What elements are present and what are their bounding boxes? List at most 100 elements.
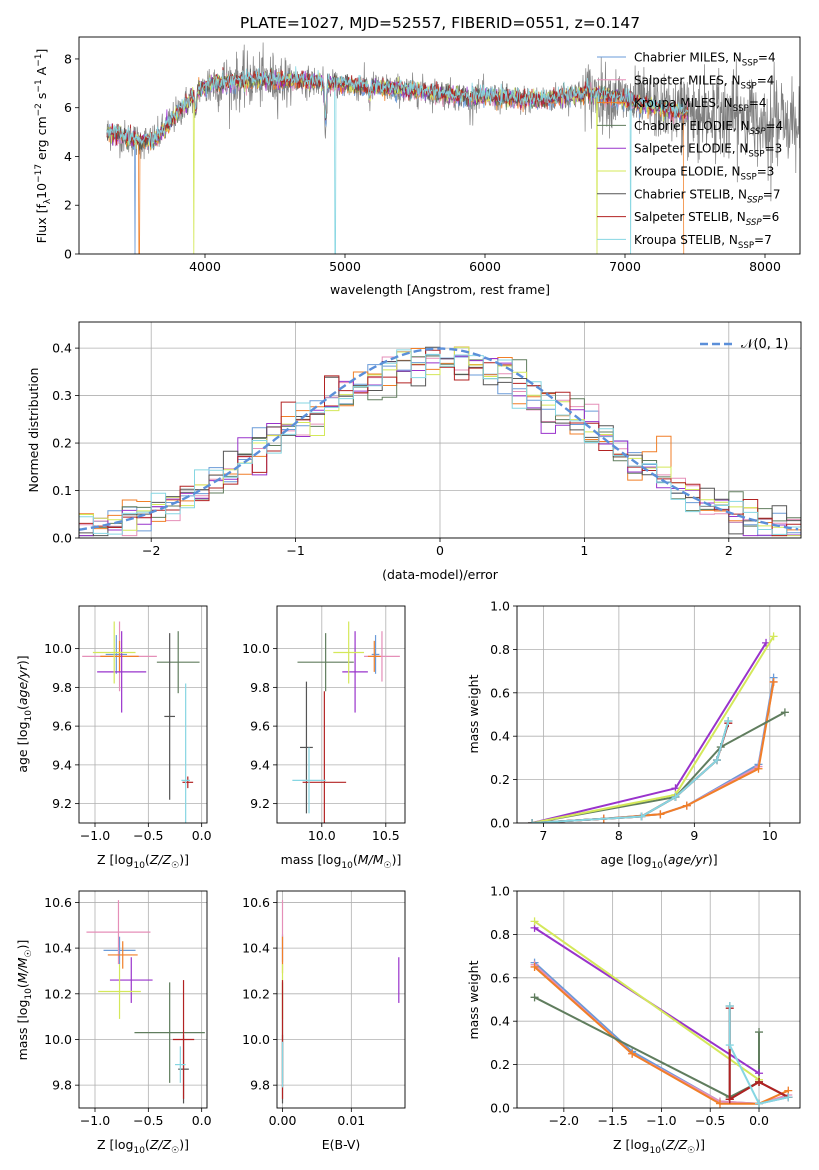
data-point-marker — [754, 764, 763, 773]
series-line — [532, 722, 730, 823]
legend-entry: Salpeter MILES, NSSP=4 — [634, 73, 774, 91]
x-tick-label: 6000 — [469, 259, 501, 274]
x-axis-label: age [log10(age/yr)] — [600, 852, 717, 871]
x-tick-label: 0.00 — [269, 1113, 297, 1128]
data-point-marker — [769, 677, 778, 686]
data-point-marker — [725, 1041, 734, 1050]
y-tick-label: 9.4 — [250, 757, 270, 772]
series-line — [531, 711, 786, 823]
normal-curve — [79, 347, 799, 531]
x-tick-label: 8 — [615, 828, 623, 843]
x-tick-label: 7 — [539, 828, 547, 843]
legend-entry-normal: 𝒩(0, 1) — [741, 337, 788, 352]
x-tick-label: 2 — [725, 543, 733, 558]
y-tick-label: 10.4 — [44, 941, 72, 956]
x-tick-label: 7000 — [609, 259, 641, 274]
x-axis-label: mass [log10(M/M☉)] — [281, 852, 402, 871]
panel-hist: −2 −1 0 1 2 0.0 0.1 0.2 0.3 0.4 𝒩(0, 1) (data-model… — [26, 321, 802, 582]
y-tick-label: 6 — [64, 100, 72, 115]
x-tick-label: 0.01 — [337, 1113, 365, 1128]
y-tick-label: 9.6 — [52, 719, 72, 734]
axes-frame — [78, 605, 208, 824]
legend-entry: Chabrier STELIB, NSSP=7 — [634, 187, 781, 205]
y-axis-label: mass weight — [466, 960, 481, 1039]
panel-spectrum: 4000 5000 6000 7000 8000 0 2 4 6 8 wavelength [Ang… — [34, 36, 801, 297]
y-tick-label: 10.2 — [44, 986, 72, 1001]
y-axis-label: age [log10(age/yr)] — [15, 655, 34, 772]
y-tick-label: 0.8 — [490, 927, 510, 942]
series-line — [531, 642, 767, 823]
plot-area — [79, 606, 207, 823]
x-tick-label: −1.0 — [646, 1113, 676, 1128]
x-tick-label: −0.5 — [695, 1113, 725, 1128]
legend-entry: Kroupa ELODIE, NSSP=3 — [634, 165, 774, 183]
legend-entry: Salpeter ELODIE, NSSP=3 — [634, 142, 782, 160]
axes-frame — [276, 890, 406, 1109]
y-tick-label: 0 — [64, 247, 72, 262]
panel-mass_weight_vs_age: 7 8 9 10 0.0 0.2 0.4 0.6 0.8 1.0 age [log10(age/yr… — [466, 599, 801, 871]
data-point-marker — [656, 810, 665, 819]
legend-entry: Chabrier ELODIE, NSSP=4 — [634, 119, 783, 137]
panels: 4000 5000 6000 7000 8000 0 2 4 6 8 wavelength [Ang… — [15, 36, 802, 1156]
data-point-marker — [528, 819, 537, 823]
panel-age_vs_Z: −1.0 −0.5 0.0 9.2 9.4 9.6 9.8 10.0 Z [log10(Z/Z☉… — [15, 605, 212, 871]
y-tick-label: 8 — [64, 51, 72, 66]
data-point-marker — [724, 717, 733, 726]
y-tick-label: 10.2 — [242, 986, 270, 1001]
x-tick-label: 10.0 — [308, 828, 336, 843]
y-tick-label: 0.2 — [490, 1057, 510, 1072]
data-point-marker — [530, 917, 539, 926]
y-tick-label: 10.0 — [44, 1032, 72, 1047]
x-axis-label: Z [log10(Z/Z☉)] — [97, 852, 189, 871]
panel-mass_vs_Z: −1.0 −0.5 0.0 9.8 10.0 10.2 10.4 10.6 Z [log10(Z… — [15, 890, 212, 1156]
axes-frame — [78, 36, 801, 255]
y-tick-label: 9.4 — [52, 757, 72, 772]
x-axis-label: Z [log10(Z/Z☉)] — [613, 1137, 705, 1156]
axes-frame — [516, 890, 801, 1109]
y-tick-label: 0.0 — [490, 816, 510, 831]
y-tick-label: 9.6 — [250, 719, 270, 734]
y-tick-label: 4 — [64, 149, 72, 164]
x-axis-label: E(B-V) — [322, 1137, 361, 1152]
y-tick-label: 0.4 — [490, 1014, 510, 1029]
y-tick-label: 0.4 — [52, 341, 72, 356]
x-tick-label: −1.5 — [597, 1113, 627, 1128]
y-tick-label: 10.6 — [242, 895, 270, 910]
x-tick-label: 10 — [762, 828, 778, 843]
data-point-marker — [671, 792, 680, 801]
data-point-marker — [780, 708, 789, 717]
y-tick-label: 0.4 — [490, 729, 510, 744]
panel-age_vs_mass: 10.0 10.5 9.2 9.4 9.6 9.8 10.0 mass [log10(M/M☉… — [242, 605, 406, 871]
x-tick-label: −1.0 — [80, 1113, 110, 1128]
y-tick-label: 10.0 — [242, 1032, 270, 1047]
x-axis-label: Z [log10(Z/Z☉)] — [97, 1137, 189, 1156]
y-tick-label: 0.8 — [490, 642, 510, 657]
x-tick-label: 0.0 — [749, 1113, 769, 1128]
data-point-marker — [755, 1028, 764, 1037]
data-point-marker — [725, 1002, 734, 1011]
x-axis-label: wavelength [Angstrom, rest frame] — [330, 282, 550, 297]
legend-entry: Salpeter STELIB, NSSP=6 — [634, 210, 779, 228]
data-point-marker — [712, 756, 721, 765]
x-tick-label: −0.5 — [133, 828, 163, 843]
data-point-marker — [628, 1049, 637, 1058]
model-spectrum-kroupa-stelib — [106, 66, 689, 254]
x-tick-label: 10.5 — [372, 828, 400, 843]
data-point-marker — [769, 632, 778, 641]
series-line — [534, 920, 760, 1081]
x-tick-label: −0.5 — [133, 1113, 163, 1128]
data-point-marker — [725, 1095, 734, 1104]
series-line — [531, 635, 775, 823]
x-tick-label: 0.0 — [192, 828, 212, 843]
axes-frame — [276, 605, 406, 824]
plot-area — [277, 891, 405, 1108]
plot-area — [517, 891, 800, 1108]
panel-mass_vs_EBV: 0.00 0.01 9.8 10.0 10.2 10.4 10.6 E(B-V) — [242, 890, 406, 1152]
y-axis-label: mass [log10(M/M☉)] — [15, 940, 34, 1061]
hist-step-kroupa-stelib — [79, 349, 801, 535]
data-point-marker — [755, 1077, 764, 1086]
data-point-marker — [715, 1099, 724, 1108]
figure-title: PLATE=1027, MJD=52557, FIBERID=0551, z=0… — [240, 14, 640, 32]
series-line — [728, 1008, 789, 1102]
